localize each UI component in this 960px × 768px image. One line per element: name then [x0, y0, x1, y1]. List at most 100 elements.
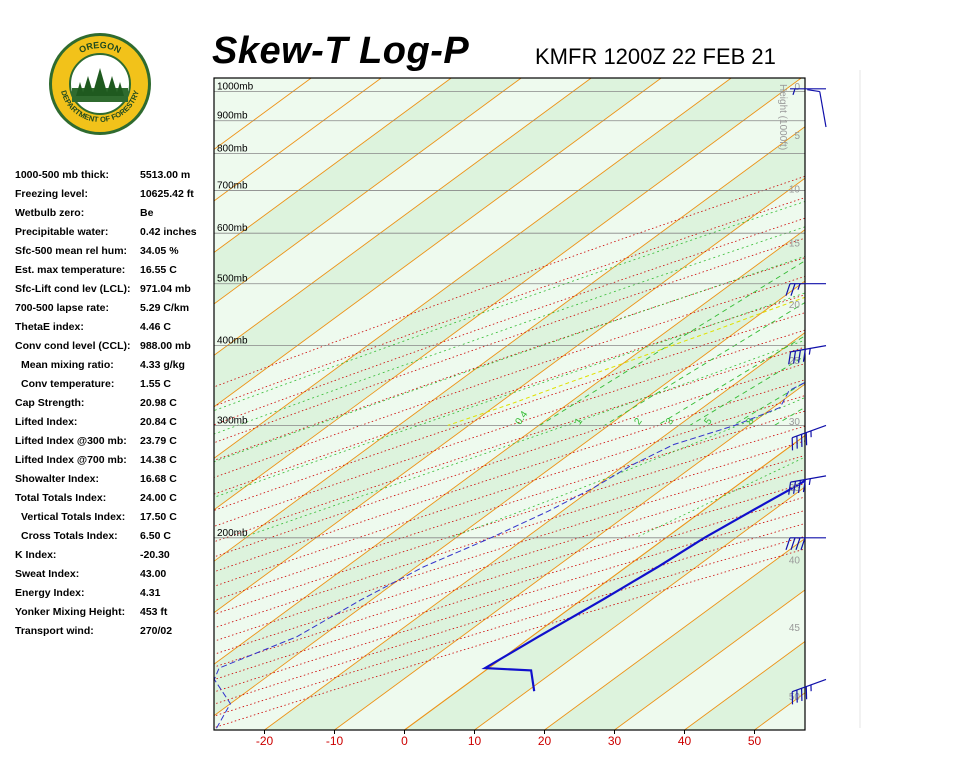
index-row: Conv cond level (CCL): 988.00 mb: [15, 340, 215, 359]
index-label: Transport wind:: [15, 625, 94, 637]
wind-barb-halfflag: [808, 478, 811, 486]
index-value: 270/02: [140, 625, 173, 637]
dry-adiabat: [214, 363, 805, 558]
wind-barb-halfflag: [810, 684, 812, 692]
index-value: 5513.00 m: [140, 169, 191, 181]
isotherm-line: [474, 486, 805, 730]
index-row: Lifted Index @700 mb: 14.38 C: [15, 454, 215, 473]
wind-barb-flag: [790, 537, 796, 550]
wind-barb: [788, 345, 827, 365]
wind-barb-flag: [807, 89, 820, 93]
wind-barb: [785, 537, 826, 550]
isotherm-line: [214, 177, 805, 614]
index-label: Wetbulb zero:: [15, 207, 85, 219]
index-row: Wetbulb zero: Be: [15, 207, 215, 226]
height-tick-label: 0: [794, 82, 800, 93]
height-axis-title: Height (1000ft): [777, 84, 788, 150]
mixing-ratio-label: 1: [573, 416, 585, 427]
wind-barb-halfflag: [810, 430, 812, 438]
index-row: 1000-500 mb thick: 5513.00 m: [15, 169, 215, 188]
index-row: Total Totals Index: 24.00 C: [15, 492, 215, 511]
index-label: Precipitable water:: [15, 226, 109, 238]
index-value: 20.98 C: [140, 397, 177, 409]
index-label: K Index:: [15, 549, 57, 561]
wind-barb: [807, 89, 827, 128]
index-value: 16.68 C: [140, 473, 177, 485]
wind-barb: [790, 88, 826, 95]
index-value: 453 ft: [140, 606, 168, 618]
wind-barb-flag: [800, 688, 803, 701]
isotherm-line: [214, 78, 802, 511]
wind-barb-halfflag: [792, 88, 796, 95]
index-label: Vertical Totals Index:: [21, 511, 126, 523]
chart-title: Skew-T Log-P: [212, 30, 470, 72]
index-label: Cap Strength:: [15, 397, 85, 409]
isotherm-line: [214, 229, 805, 665]
wind-barb-flag: [791, 437, 794, 451]
index-row: Est. max temperature: 16.55 C: [15, 264, 215, 283]
wind-barb: [788, 475, 827, 495]
wind-barb-flag: [805, 686, 808, 700]
wind-barb-halfflag: [808, 348, 811, 355]
index-row: Lifted Index @300 mb: 23.79 C: [15, 435, 215, 454]
index-label: Conv cond level (CCL):: [15, 340, 131, 352]
wind-barb-flag: [805, 432, 808, 446]
index-label: Yonker Mixing Height:: [15, 606, 126, 618]
index-row: Cap Strength: 20.98 C: [15, 397, 215, 416]
index-row: Conv temperature: 1.55 C: [15, 378, 215, 397]
index-label: Sfc-500 mean rel hum:: [15, 245, 128, 257]
index-label: Sweat Index:: [15, 568, 80, 580]
index-value: 24.00 C: [140, 492, 177, 504]
isotherm-line: [214, 126, 805, 562]
index-row: Freezing level: 10625.42 ft: [15, 188, 215, 207]
index-label: Mean mixing ratio:: [21, 359, 114, 371]
x-tick-label: 10: [468, 734, 482, 748]
x-tick-label: 50: [748, 734, 762, 748]
wind-barb-flag: [797, 350, 801, 363]
index-label: Sfc-Lift cond lev (LCL):: [15, 283, 131, 295]
isotherm-line: [264, 332, 805, 730]
pressure-label: 600mb: [217, 223, 248, 234]
pressure-label: 800mb: [217, 143, 248, 154]
index-value: 34.05 %: [140, 245, 179, 257]
index-row: Cross Totals Index: 6.50 C: [15, 530, 215, 549]
index-label: Est. max temperature:: [15, 264, 126, 276]
height-tick-label: 50: [789, 692, 801, 703]
index-row: Sfc-500 mean rel hum: 34.05 %: [15, 245, 215, 264]
wind-barb-halfflag: [797, 283, 801, 290]
dry-adiabat: [214, 410, 805, 601]
isotherm-line: [214, 78, 592, 356]
height-tick-label: 30: [789, 417, 801, 428]
wind-barb-flag: [790, 283, 796, 296]
x-tick-label: -10: [326, 734, 344, 748]
index-row: Precipitable water: 0.42 inches: [15, 226, 215, 245]
pressure-label: 400mb: [217, 336, 248, 347]
index-value: Be: [140, 207, 154, 219]
index-value: 1.55 C: [140, 378, 171, 390]
wind-barb: [791, 678, 827, 705]
isotherm-line: [825, 78, 960, 730]
index-row: 700-500 lapse rate: 5.29 C/km: [15, 302, 215, 321]
height-tick-label: 5: [794, 131, 800, 142]
wind-barb-flag: [785, 283, 791, 296]
isotherm-line: [544, 537, 805, 730]
mixing-ratio-label: 8: [744, 416, 756, 427]
x-tick-label: 0: [401, 734, 408, 748]
index-value: 6.50 C: [140, 530, 171, 542]
index-value: 4.31: [140, 587, 161, 599]
index-row: Energy Index: 4.31: [15, 587, 215, 606]
index-value: 14.38 C: [140, 454, 177, 466]
dry-adiabat: [214, 379, 805, 573]
wind-barb-flag: [802, 479, 806, 493]
index-row: Vertical Totals Index: 17.50 C: [15, 511, 215, 530]
index-label: Freezing level:: [15, 188, 88, 200]
index-label: Lifted Index:: [15, 416, 78, 428]
dry-adiabat: [214, 454, 805, 642]
moist-adiabat: [214, 201, 805, 412]
x-tick-label: 20: [538, 734, 552, 748]
height-tick-label: 15: [789, 239, 801, 250]
plot-frame: [213, 77, 806, 731]
oregon-department-of-forestry-logo: OREGON DEPARTMENT OF FORESTRY: [48, 32, 152, 136]
wind-barb-flag: [802, 349, 806, 362]
index-label: ThetaE index:: [15, 321, 84, 333]
